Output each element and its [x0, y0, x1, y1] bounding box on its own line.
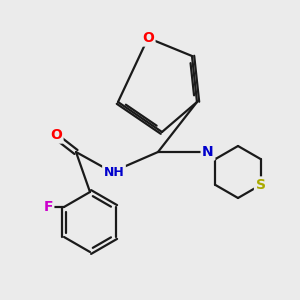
Text: O: O — [50, 128, 62, 142]
Text: NH: NH — [103, 166, 124, 178]
Text: O: O — [142, 31, 154, 45]
Text: S: S — [256, 178, 266, 192]
Text: F: F — [43, 200, 53, 214]
Text: N: N — [202, 145, 214, 159]
